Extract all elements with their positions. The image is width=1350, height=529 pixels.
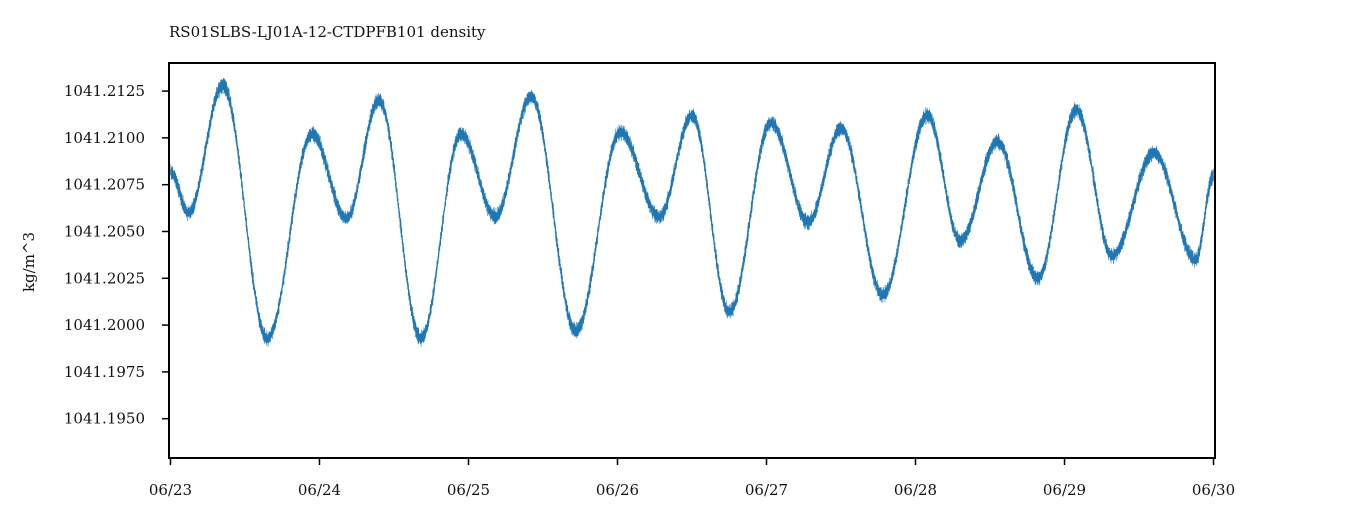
y-tick-label: 1041.2025: [64, 269, 145, 287]
x-tick-label: 06/27: [745, 481, 788, 499]
x-tick-label: 06/28: [894, 481, 937, 499]
x-tick-label: 06/29: [1043, 481, 1086, 499]
y-axis: 1041.1950 1041.1975 1041.2000 1041.2025 1041…: [64, 82, 169, 428]
chart-title: RS01SLBS-LJ01A-12-CTDPFB101 density: [169, 23, 486, 41]
y-tick-label: 1041.1950: [64, 410, 145, 428]
series-layer: [170, 77, 1214, 347]
x-axis: 06/23 06/24 06/25 06/26 06/27 06/28 06/29 06/30: [149, 458, 1235, 499]
x-tick-label: 06/26: [596, 481, 639, 499]
density-series-line: [170, 77, 1214, 347]
y-tick-label: 1041.2000: [64, 316, 145, 334]
x-tick-label: 06/23: [149, 481, 192, 499]
y-tick-label: 1041.2075: [64, 176, 145, 194]
y-tick-label: 1041.2100: [64, 129, 145, 147]
y-tick-label: 1041.2050: [64, 222, 145, 240]
y-tick-label: 1041.1975: [64, 363, 145, 381]
plot-frame: [168, 62, 1216, 459]
x-tick-label: 06/25: [447, 481, 490, 499]
y-axis-label: kg/m^3: [20, 232, 38, 292]
y-tick-label: 1041.2125: [64, 82, 145, 100]
x-tick-label: 06/24: [298, 481, 341, 499]
x-tick-label: 06/30: [1192, 481, 1235, 499]
